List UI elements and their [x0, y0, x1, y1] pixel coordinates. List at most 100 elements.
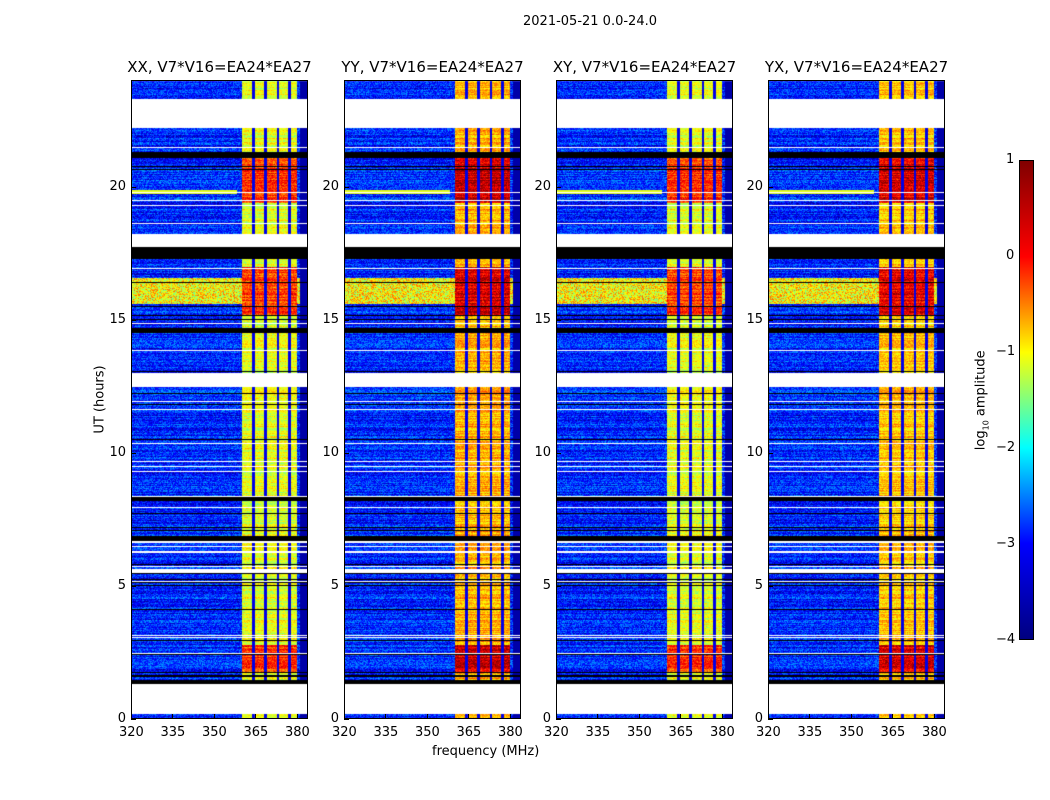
- y-tick-mark: [768, 452, 773, 454]
- x-tick-label: 365: [456, 725, 482, 740]
- x-tick-mark: [933, 714, 935, 719]
- colorbar-tick-label: 0: [1006, 248, 1015, 263]
- y-tick-label: 5: [330, 577, 339, 593]
- y-tick-label: 0: [330, 711, 339, 726]
- x-tick-label: 365: [668, 725, 694, 740]
- x-tick-label: 380: [497, 725, 523, 740]
- x-tick-label: 350: [201, 725, 227, 740]
- y-tick-label: 20: [109, 178, 126, 194]
- x-tick-label: 350: [626, 725, 652, 740]
- y-tick-mark: [556, 452, 561, 454]
- x-tick-mark: [172, 714, 174, 719]
- x-tick-label: 380: [284, 725, 310, 740]
- x-tick-label: 320: [332, 725, 357, 740]
- panel-yy: YY, V7*V16=EA24*EA27 320 335 350 365 380 0 5 10 1…: [322, 58, 523, 740]
- x-tick-mark: [556, 714, 557, 719]
- y-tick-label: 5: [542, 577, 551, 593]
- y-tick-label: 10: [746, 444, 763, 460]
- x-tick-mark: [850, 714, 852, 719]
- x-tick-label: 365: [243, 725, 269, 740]
- y-tick-label: 5: [117, 577, 126, 593]
- y-tick-label: 20: [746, 178, 763, 194]
- y-tick-mark: [768, 585, 773, 587]
- axes-frame: [556, 80, 733, 719]
- y-tick-mark: [556, 719, 561, 720]
- y-tick-label: 20: [322, 178, 339, 194]
- heatmap: [131, 80, 308, 719]
- x-tick-mark: [255, 714, 257, 719]
- x-tick-mark: [892, 714, 894, 719]
- y-tick-label: 20: [534, 178, 551, 194]
- x-tick-label: 320: [756, 725, 781, 740]
- y-tick-label: 10: [322, 444, 339, 460]
- x-tick-label: 335: [373, 725, 399, 740]
- y-tick-mark: [131, 719, 136, 720]
- y-axis-label: UT (hours): [92, 365, 108, 434]
- y-tick-mark: [344, 585, 349, 587]
- colorbar-tick-label: −3: [996, 536, 1016, 551]
- colorbar-tick-label: −4: [996, 632, 1016, 647]
- axes-frame: [344, 80, 521, 719]
- panel-xy: XY, V7*V16=EA24*EA27 320 335 350 365 380 0 5 10 1…: [534, 58, 736, 740]
- x-tick-mark: [426, 714, 428, 719]
- colorbar-label: log10 amplitude: [973, 350, 991, 451]
- panel-title: YY, V7*V16=EA24*EA27: [341, 58, 524, 76]
- x-tick-label: 320: [544, 725, 569, 740]
- y-tick-mark: [556, 186, 561, 188]
- panel-xx: XX, V7*V16=EA24*EA27 320 335 350 365 380 0 5 10 1…: [109, 58, 311, 740]
- y-tick-label: 15: [746, 311, 763, 327]
- x-tick-mark: [296, 714, 298, 719]
- y-tick-mark: [768, 719, 773, 720]
- colorbar: [1019, 160, 1034, 640]
- y-tick-mark: [344, 186, 349, 188]
- panel-yx: YX, V7*V16=EA24*EA27 320 335 350 365 380 0 5 10 1…: [746, 58, 948, 740]
- axes-frame: [768, 80, 945, 719]
- y-tick-label: 5: [754, 577, 763, 593]
- y-tick-mark: [131, 319, 136, 321]
- colorbar-tick-label: −1: [996, 344, 1016, 359]
- x-tick-mark: [468, 714, 470, 719]
- y-tick-mark: [556, 585, 561, 587]
- x-tick-mark: [509, 714, 511, 719]
- x-tick-mark: [721, 714, 723, 719]
- panel-title: XX, V7*V16=EA24*EA27: [127, 58, 312, 76]
- y-tick-label: 0: [542, 711, 551, 726]
- x-tick-mark: [638, 714, 640, 719]
- axes-frame: [131, 80, 308, 719]
- x-axis-label: frequency (MHz): [432, 744, 540, 759]
- x-tick-mark: [131, 714, 132, 719]
- x-tick-label: 335: [585, 725, 611, 740]
- y-tick-mark: [344, 452, 349, 454]
- x-tick-mark: [768, 714, 769, 719]
- panel-title: XY, V7*V16=EA24*EA27: [552, 58, 737, 76]
- x-tick-mark: [597, 714, 599, 719]
- x-tick-label: 380: [921, 725, 947, 740]
- y-tick-mark: [768, 186, 773, 188]
- y-tick-mark: [131, 585, 136, 587]
- x-tick-label: 335: [797, 725, 823, 740]
- y-tick-label: 15: [109, 311, 126, 327]
- heatmap: [768, 80, 945, 719]
- y-tick-mark: [131, 186, 136, 188]
- y-tick-label: 10: [109, 444, 126, 460]
- y-tick-label: 10: [534, 444, 551, 460]
- x-tick-label: 335: [160, 725, 186, 740]
- figure-title: 2021-05-21 0.0-24.0: [523, 14, 657, 29]
- y-tick-mark: [131, 452, 136, 454]
- panel-title: YX, V7*V16=EA24*EA27: [764, 58, 949, 76]
- heatmap: [344, 80, 521, 719]
- y-tick-label: 0: [754, 711, 763, 726]
- colorbar-tick-label: −2: [996, 440, 1016, 455]
- y-tick-mark: [768, 319, 773, 321]
- x-tick-mark: [344, 714, 345, 719]
- y-tick-mark: [556, 319, 561, 321]
- y-tick-mark: [344, 319, 349, 321]
- x-tick-label: 350: [414, 725, 440, 740]
- x-tick-mark: [385, 714, 387, 719]
- x-tick-label: 365: [880, 725, 906, 740]
- x-tick-label: 320: [119, 725, 144, 740]
- y-tick-label: 15: [322, 311, 339, 327]
- x-tick-mark: [680, 714, 682, 719]
- x-tick-mark: [213, 714, 215, 719]
